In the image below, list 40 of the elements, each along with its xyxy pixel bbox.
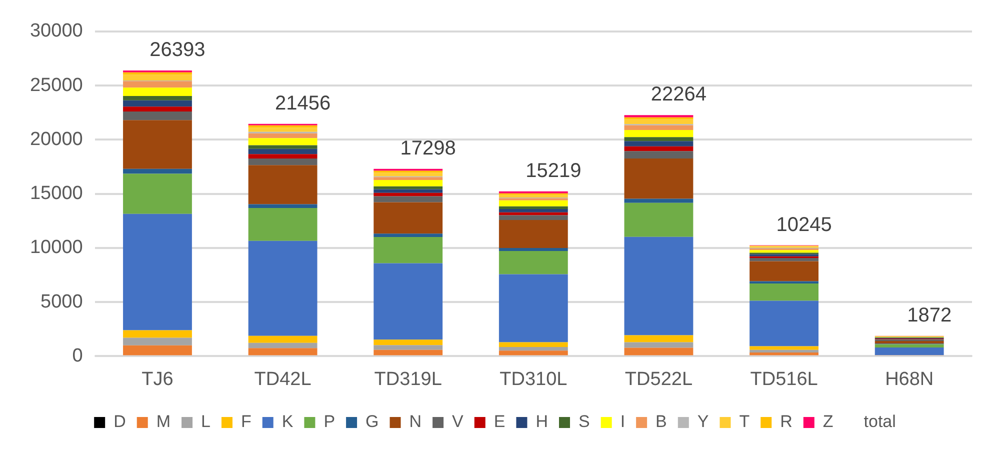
legend-label: V xyxy=(452,412,464,432)
text: total xyxy=(864,412,896,432)
x-tick-label: TD516L xyxy=(750,368,818,390)
legend-label: B xyxy=(656,412,667,432)
legend-label: G xyxy=(366,412,379,432)
total-label: 21456 xyxy=(274,92,331,114)
legend-label: Z xyxy=(822,412,834,432)
total-label: 10245 xyxy=(776,214,832,236)
legend-label: Y xyxy=(697,412,709,432)
y-tick-label: 0 xyxy=(72,345,83,366)
legend-label: L xyxy=(201,412,210,432)
y-tick-label: 20000 xyxy=(30,128,83,150)
legend-label: P xyxy=(324,412,336,432)
total-label: 1872 xyxy=(907,304,952,326)
legend-label: I xyxy=(620,412,626,432)
legend-label: E xyxy=(494,412,506,432)
legend-label: M xyxy=(156,412,171,432)
legend-label: T xyxy=(739,412,750,432)
legend-label: H xyxy=(536,412,548,432)
y-tick-label: 30000 xyxy=(30,20,83,42)
y-tick-label: 5000 xyxy=(40,291,83,312)
total-label: 15219 xyxy=(526,160,582,182)
x-tick-label: TD310L xyxy=(500,368,568,390)
x-tick-label: H68N xyxy=(885,368,934,390)
y-tick-label: 10000 xyxy=(30,237,83,258)
legend-label: R xyxy=(780,412,792,432)
x-tick-label: TD319L xyxy=(374,368,442,390)
y-tick-label: 25000 xyxy=(30,74,83,96)
total-label: 22264 xyxy=(650,84,707,106)
x-tick-label: TJ6 xyxy=(142,368,174,390)
legend-label: F xyxy=(240,412,252,432)
x-tick-label: TD42L xyxy=(254,368,312,390)
legend-label: K xyxy=(282,412,294,432)
legend-label: D xyxy=(114,412,126,432)
y-tick-label: 15000 xyxy=(30,183,83,204)
legend-label: S xyxy=(578,412,590,432)
total-label: 26393 xyxy=(150,38,206,61)
legend-label: N xyxy=(409,412,422,432)
x-tick-label: TD522L xyxy=(624,368,693,390)
total-label: 17298 xyxy=(400,137,456,160)
